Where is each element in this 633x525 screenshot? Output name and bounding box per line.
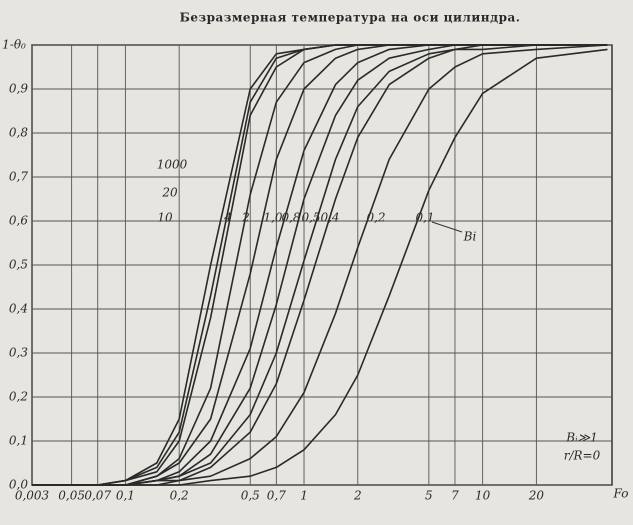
y-tick-label: 0,4 bbox=[9, 302, 28, 316]
x-axis-label: Fo bbox=[613, 487, 629, 501]
annotation: r/R=0 bbox=[564, 449, 601, 463]
x-tick-label: 0,003 bbox=[15, 489, 50, 503]
curve-label: 20 bbox=[161, 186, 178, 200]
y-tick-label: 0,7 bbox=[9, 170, 28, 184]
chart-title: Безразмерная температура на оси цилиндра… bbox=[180, 11, 521, 25]
y-tick-label: 0,8 bbox=[9, 126, 28, 140]
curve-label: 10 bbox=[157, 211, 173, 225]
arrow bbox=[431, 221, 463, 233]
curve-label: 0,1 bbox=[415, 211, 434, 225]
x-tick-label: 7 bbox=[451, 489, 459, 503]
curve bbox=[32, 48, 608, 486]
curve-label: 0,2 bbox=[366, 211, 385, 225]
curve-label: 0,4 bbox=[320, 211, 339, 225]
y-tick-label: 0,3 bbox=[9, 346, 28, 360]
curve-label: 2 bbox=[241, 211, 250, 225]
curve-label: 0,8 bbox=[281, 211, 300, 225]
x-tick-label: 20 bbox=[528, 489, 545, 503]
x-tick-label: 0,07 bbox=[84, 489, 111, 503]
y-tick-label: 0,5 bbox=[9, 258, 28, 272]
curve-label: 1000 bbox=[157, 158, 188, 172]
y-tick-label: 0,9 bbox=[9, 82, 28, 96]
y-tick-label: 0,0 bbox=[9, 478, 28, 492]
x-tick-label: 0,1 bbox=[116, 489, 135, 503]
curve-label: 0,5 bbox=[301, 211, 320, 225]
y-tick-label: 0,6 bbox=[9, 214, 28, 228]
x-tick-label: 2 bbox=[353, 489, 362, 503]
y-tick-label: 0,2 bbox=[9, 390, 28, 404]
x-tick-label: 0,05 bbox=[58, 489, 85, 503]
x-tick-label: 10 bbox=[475, 489, 491, 503]
x-tick-label: 5 bbox=[425, 489, 433, 503]
annotation: Bᵢ≫1 bbox=[565, 431, 597, 445]
x-tick-label: 1 bbox=[300, 489, 308, 503]
x-tick-label: 0,2 bbox=[170, 489, 189, 503]
y-axis-label: 1-θ₀ bbox=[2, 38, 26, 52]
x-tick-label: 0,5 bbox=[241, 489, 260, 503]
curve-label: 1,0 bbox=[263, 211, 282, 225]
curve-label: 4 bbox=[223, 211, 232, 225]
x-tick-label: 0,7 bbox=[267, 489, 286, 503]
annotation: Bi bbox=[463, 230, 477, 244]
y-tick-label: 0,1 bbox=[9, 434, 28, 448]
